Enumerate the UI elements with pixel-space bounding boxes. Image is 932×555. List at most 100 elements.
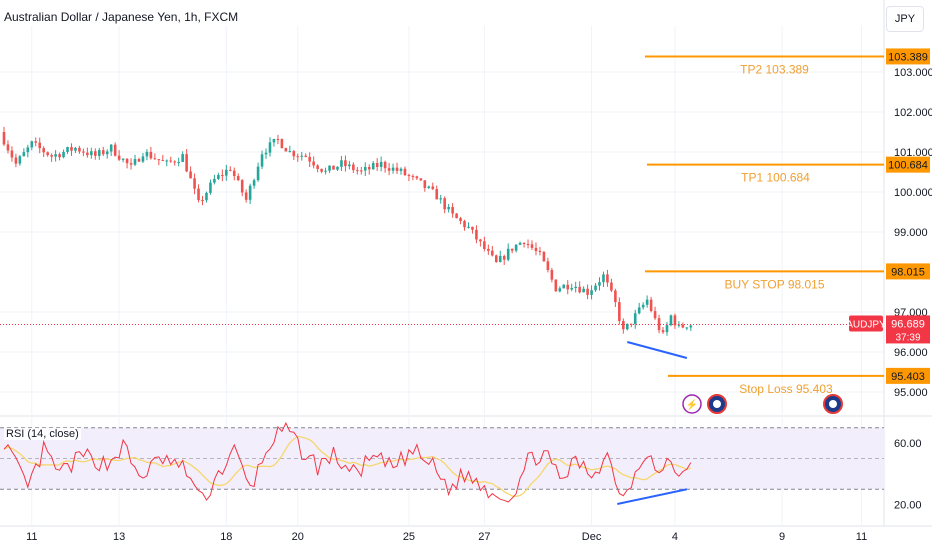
- x-tick-label-5: 27: [478, 531, 490, 543]
- candle-body-95: [379, 161, 383, 167]
- level-axis-label-0: 103.389: [888, 51, 928, 63]
- candle-body-50: [201, 200, 204, 202]
- candle-body-83: [332, 165, 335, 170]
- candle-body-7: [30, 141, 34, 148]
- candle-body-59: [236, 176, 240, 181]
- candle-body-41: [165, 160, 169, 162]
- candle-body-52: [209, 182, 212, 193]
- candle-body-82: [328, 165, 331, 171]
- candle-body-72: [288, 151, 292, 153]
- candle-body-160: [637, 307, 641, 314]
- candle-body-79: [316, 165, 319, 169]
- candle-body-86: [344, 160, 347, 167]
- candle-body-75: [300, 155, 304, 157]
- candle-body-35: [141, 156, 145, 162]
- x-tick-label-4: 25: [403, 531, 415, 543]
- level-axis-label-3: 95.403: [891, 371, 925, 383]
- candle-body-49: [197, 188, 200, 201]
- candle-body-168: [669, 315, 673, 326]
- candle-body-144: [574, 286, 577, 289]
- x-tick-label-7: 4: [672, 531, 678, 543]
- axis-layer: 11 13 18 20 25 27 Dec 4 9 1195.00096.00097.00099.…: [26, 48, 932, 543]
- candle-body-134: [534, 247, 538, 252]
- candle-body-90: [360, 170, 363, 172]
- candle-body-142: [566, 284, 570, 290]
- candle-body-143: [570, 288, 574, 290]
- y-tick-label-5: 101.000: [894, 147, 932, 159]
- candle-body-30: [121, 158, 125, 160]
- candle-body-53: [213, 178, 216, 183]
- x-tick-label-2: 18: [220, 531, 232, 543]
- candle-body-163: [649, 299, 653, 312]
- candle-body-159: [633, 313, 637, 325]
- candle-body-98: [391, 167, 395, 171]
- candle-body-109: [435, 189, 439, 200]
- candle-body-153: [610, 282, 613, 291]
- candle-body-116: [463, 221, 466, 228]
- candle-body-61: [244, 192, 248, 200]
- candle-body-80: [320, 168, 323, 172]
- price-trendline: [627, 341, 688, 359]
- candle-body-125: [498, 256, 502, 263]
- candle-body-118: [471, 226, 474, 230]
- candle-body-100: [399, 168, 403, 171]
- candle-body-40: [161, 160, 165, 162]
- candle-body-138: [550, 270, 554, 280]
- candle-body-112: [447, 206, 450, 210]
- candle-body-166: [661, 330, 665, 333]
- candle-body-51: [205, 192, 208, 201]
- candle-body-137: [546, 261, 550, 271]
- candle-body-77: [308, 156, 311, 162]
- level-label-2: BUY STOP 98.015: [724, 277, 824, 291]
- candle-body-33: [133, 159, 137, 165]
- candle-body-114: [455, 213, 458, 219]
- candle-body-89: [356, 170, 359, 172]
- candle-body-148: [590, 290, 593, 295]
- candle-body-67: [268, 142, 272, 153]
- candle-body-152: [606, 274, 609, 283]
- y-tick-label-6: 102.000: [894, 107, 932, 119]
- candle-body-10: [42, 148, 45, 153]
- candle-body-139: [554, 279, 558, 292]
- candle-body-1: [6, 144, 10, 151]
- candle-body-63: [252, 180, 256, 186]
- currency-button[interactable]: JPY: [886, 6, 924, 32]
- candle-body-71: [284, 148, 288, 152]
- candle-body-24: [97, 150, 101, 156]
- candle-body-14: [58, 154, 61, 158]
- candle-body-93: [371, 163, 375, 170]
- candle-body-130: [518, 242, 522, 245]
- candle-body-48: [193, 178, 196, 189]
- candle-body-171: [681, 324, 685, 328]
- candle-body-18: [74, 147, 77, 151]
- symbol-badge: [849, 315, 883, 332]
- candle-body-91: [363, 167, 367, 171]
- lightning-icon: [682, 394, 702, 414]
- candle-body-78: [312, 161, 315, 166]
- level-axis-box-2: [886, 263, 930, 280]
- candle-body-25: [101, 150, 105, 155]
- candle-body-0: [2, 132, 6, 145]
- candle-body-22: [90, 151, 93, 156]
- candle-body-20: [82, 151, 85, 153]
- rsi-ma-line: [3, 435, 691, 498]
- candle-body-167: [665, 325, 669, 333]
- candle-body-88: [352, 164, 355, 171]
- rsi-y-tick-label-0: 20.00: [894, 500, 922, 512]
- candle-body-133: [530, 244, 534, 248]
- flag-icon-1-inner: [713, 400, 721, 408]
- candle-body-158: [629, 323, 633, 325]
- candle-body-42: [169, 160, 173, 162]
- rsi-trendline: [617, 488, 688, 505]
- candle-body-147: [586, 288, 589, 295]
- candle-body-121: [483, 241, 486, 249]
- candle-body-141: [562, 284, 566, 289]
- candle-body-107: [427, 186, 431, 188]
- level-axis-label-1: 100.684: [888, 160, 928, 172]
- candle-body-60: [240, 180, 244, 193]
- level-axis-box-3: [886, 367, 930, 384]
- candle-body-54: [217, 175, 220, 179]
- candle-body-113: [451, 206, 454, 214]
